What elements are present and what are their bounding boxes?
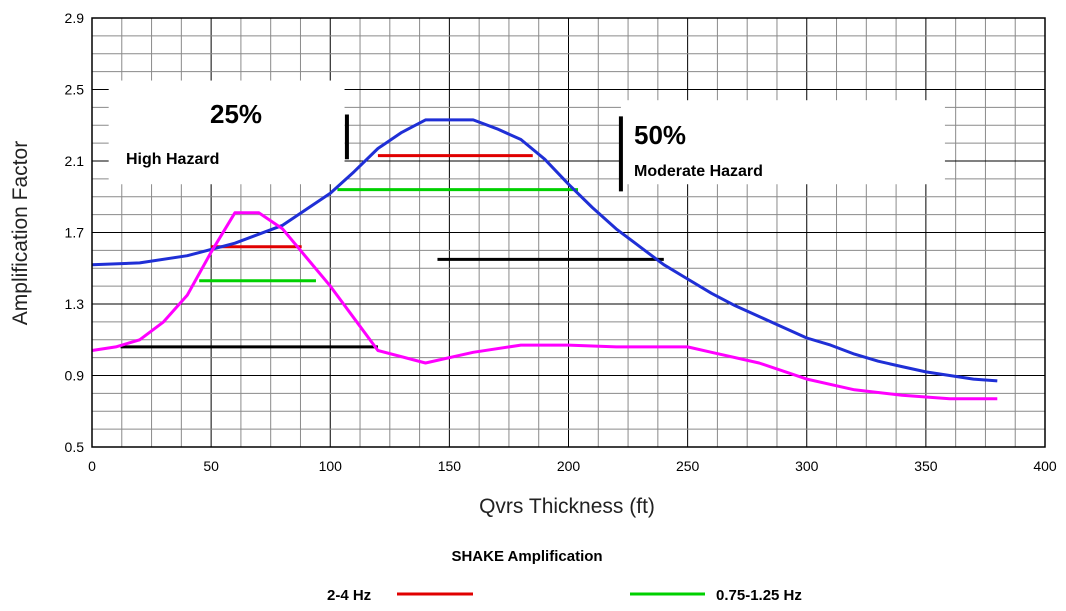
x-tick-label: 350 [914,458,938,474]
y-tick-label: 2.1 [65,153,85,169]
annotation-boxes [108,80,945,185]
tick-labels: 0 50 100 150 200 250 300 350 400 0.5 0.9 1.3 1.7 2.1 2… [65,10,1057,474]
x-tick-label: 250 [676,458,700,474]
x-tick-label: 50 [203,458,219,474]
plot-border [91,17,1046,448]
legend-title: SHAKE Amplification [451,548,602,565]
x-tick-label: 200 [557,458,581,474]
y-tick-label: 1.7 [65,225,85,241]
x-axis-title: Qvrs Thickness (ft) [479,495,655,518]
series-line-1 [91,118,998,383]
series-line-2 [91,211,998,401]
x-tick-label: 150 [438,458,462,474]
y-tick-label: 0.9 [65,368,85,384]
x-tick-label: 100 [319,458,343,474]
annotation-box-moderate-hazard [620,100,945,185]
annotation-box-high-hazard [108,80,345,185]
annotation-50-percent: 50% [634,120,686,150]
x-tick-label: 400 [1033,458,1057,474]
y-tick-label: 2.5 [65,82,85,98]
y-tick-label: 0.5 [65,439,85,455]
annotation-25-percent: 25% [210,99,262,129]
x-tick-label: 300 [795,458,819,474]
series-lines [91,118,998,401]
x-tick-label: 0 [88,458,96,474]
y-tick-label: 1.3 [65,296,85,312]
annotation-moderate-hazard: Moderate Hazard [634,163,763,180]
legend-label-0-75-1-25hz: 0.75-1.25 Hz [716,587,802,604]
y-tick-label: 2.9 [65,10,85,26]
annotation-high-hazard: High Hazard [126,151,219,168]
threshold-markers [344,114,623,192]
y-axis-title: Amplification Factor [9,141,32,325]
legend-label-2-4hz: 2-4 Hz [327,587,371,604]
